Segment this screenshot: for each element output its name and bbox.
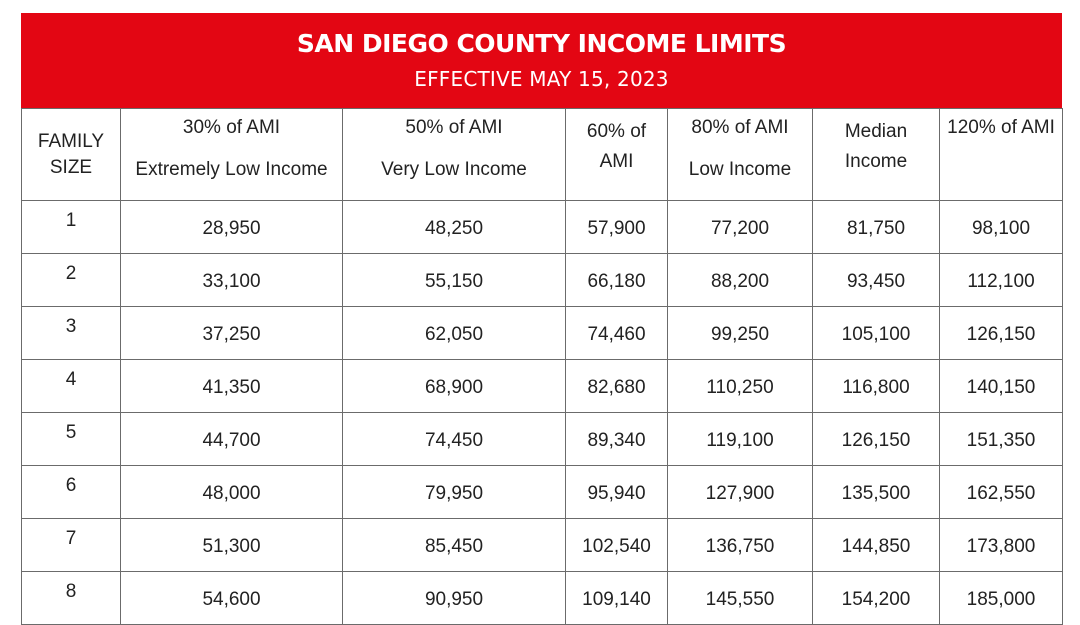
header-line2: SIZE (49, 157, 93, 178)
ami-120-cell: 112,100 (939, 253, 1063, 307)
median-income-cell: 135,500 (812, 465, 940, 519)
header-line2: AMI (599, 151, 634, 172)
ami-80-cell: 145,550 (667, 571, 813, 625)
ami-30-cell: 51,300 (120, 518, 343, 572)
ami-80-cell: 110,250 (667, 359, 813, 413)
family-size-cell: 1 (21, 200, 121, 254)
ami-80-cell: 99,250 (667, 306, 813, 360)
family-size-cell: 3 (21, 306, 121, 360)
table-row: 1 28,950 48,250 57,900 77,200 81,750 98,… (21, 200, 1063, 254)
header-line1: 30% of AMI (182, 117, 281, 138)
column-header-60-ami: 60% of AMI (565, 108, 668, 201)
header-line2: Low Income (688, 159, 792, 180)
ami-120-cell: 185,000 (939, 571, 1063, 625)
effective-date: EFFECTIVE MAY 15, 2023 (414, 67, 669, 91)
ami-120-cell: 162,550 (939, 465, 1063, 519)
ami-120-cell: 173,800 (939, 518, 1063, 572)
header-line1: Median (844, 121, 908, 142)
ami-50-cell: 55,150 (342, 253, 566, 307)
ami-120-cell: 126,150 (939, 306, 1063, 360)
family-size-cell: 4 (21, 359, 121, 413)
table-row: 6 48,000 79,950 95,940 127,900 135,500 1… (21, 465, 1063, 519)
table-row: 3 37,250 62,050 74,460 99,250 105,100 12… (21, 306, 1063, 360)
table-row: 7 51,300 85,450 102,540 136,750 144,850 … (21, 518, 1063, 572)
median-income-cell: 144,850 (812, 518, 940, 572)
ami-50-cell: 74,450 (342, 412, 566, 466)
ami-80-cell: 136,750 (667, 518, 813, 572)
ami-60-cell: 82,680 (565, 359, 668, 413)
ami-120-cell: 140,150 (939, 359, 1063, 413)
page-title: SAN DIEGO COUNTY INCOME LIMITS (296, 29, 787, 58)
table-row: 8 54,600 90,950 109,140 145,550 154,200 … (21, 571, 1063, 625)
ami-60-cell: 74,460 (565, 306, 668, 360)
ami-50-cell: 62,050 (342, 306, 566, 360)
ami-80-cell: 127,900 (667, 465, 813, 519)
column-header-family-size: FAMILY SIZE (21, 108, 121, 201)
median-income-cell: 81,750 (812, 200, 940, 254)
table-row: 4 41,350 68,900 82,680 110,250 116,800 1… (21, 359, 1063, 413)
column-header-80-ami: 80% of AMI Low Income (667, 108, 813, 201)
ami-30-cell: 44,700 (120, 412, 343, 466)
ami-120-cell: 151,350 (939, 412, 1063, 466)
header-line1: 60% of (586, 121, 647, 142)
table-body: 1 28,950 48,250 57,900 77,200 81,750 98,… (21, 200, 1063, 625)
ami-50-cell: 85,450 (342, 518, 566, 572)
median-income-cell: 154,200 (812, 571, 940, 625)
ami-30-cell: 41,350 (120, 359, 343, 413)
header-line1: 80% of AMI (691, 117, 789, 138)
column-header-120-ami: 120% of AMI (939, 108, 1063, 201)
ami-30-cell: 28,950 (120, 200, 343, 254)
ami-80-cell: 119,100 (667, 412, 813, 466)
family-size-cell: 7 (21, 518, 121, 572)
family-size-cell: 2 (21, 253, 121, 307)
ami-80-cell: 88,200 (667, 253, 813, 307)
header-line2: Extremely Low Income (135, 159, 328, 180)
ami-50-cell: 68,900 (342, 359, 566, 413)
ami-60-cell: 109,140 (565, 571, 668, 625)
header-row: FAMILY SIZE 30% of AMI Extremely Low Inc… (21, 108, 1063, 201)
ami-60-cell: 102,540 (565, 518, 668, 572)
ami-30-cell: 54,600 (120, 571, 343, 625)
ami-30-cell: 48,000 (120, 465, 343, 519)
header-line1: FAMILY (37, 131, 105, 152)
family-size-cell: 6 (21, 465, 121, 519)
median-income-cell: 93,450 (812, 253, 940, 307)
ami-50-cell: 90,950 (342, 571, 566, 625)
column-header-30-ami: 30% of AMI Extremely Low Income (120, 108, 343, 201)
median-income-cell: 105,100 (812, 306, 940, 360)
ami-50-cell: 48,250 (342, 200, 566, 254)
column-header-median-income: Median Income (812, 108, 940, 201)
ami-60-cell: 89,340 (565, 412, 668, 466)
income-limits-table: FAMILY SIZE 30% of AMI Extremely Low Inc… (21, 108, 1063, 625)
ami-60-cell: 95,940 (565, 465, 668, 519)
family-size-cell: 8 (21, 571, 121, 625)
ami-60-cell: 66,180 (565, 253, 668, 307)
header-line1: 120% of AMI (947, 117, 1055, 138)
header-line2: Very Low Income (381, 159, 527, 180)
column-header-50-ami: 50% of AMI Very Low Income (342, 108, 566, 201)
ami-50-cell: 79,950 (342, 465, 566, 519)
ami-80-cell: 77,200 (667, 200, 813, 254)
family-size-cell: 5 (21, 412, 121, 466)
table-row: 5 44,700 74,450 89,340 119,100 126,150 1… (21, 412, 1063, 466)
title-banner: SAN DIEGO COUNTY INCOME LIMITS EFFECTIVE… (21, 13, 1062, 108)
median-income-cell: 116,800 (812, 359, 940, 413)
median-income-cell: 126,150 (812, 412, 940, 466)
ami-60-cell: 57,900 (565, 200, 668, 254)
ami-120-cell: 98,100 (939, 200, 1063, 254)
table-row: 2 33,100 55,150 66,180 88,200 93,450 112… (21, 253, 1063, 307)
header-line2: Income (844, 151, 908, 172)
ami-30-cell: 37,250 (120, 306, 343, 360)
ami-30-cell: 33,100 (120, 253, 343, 307)
header-line1: 50% of AMI (405, 117, 503, 138)
